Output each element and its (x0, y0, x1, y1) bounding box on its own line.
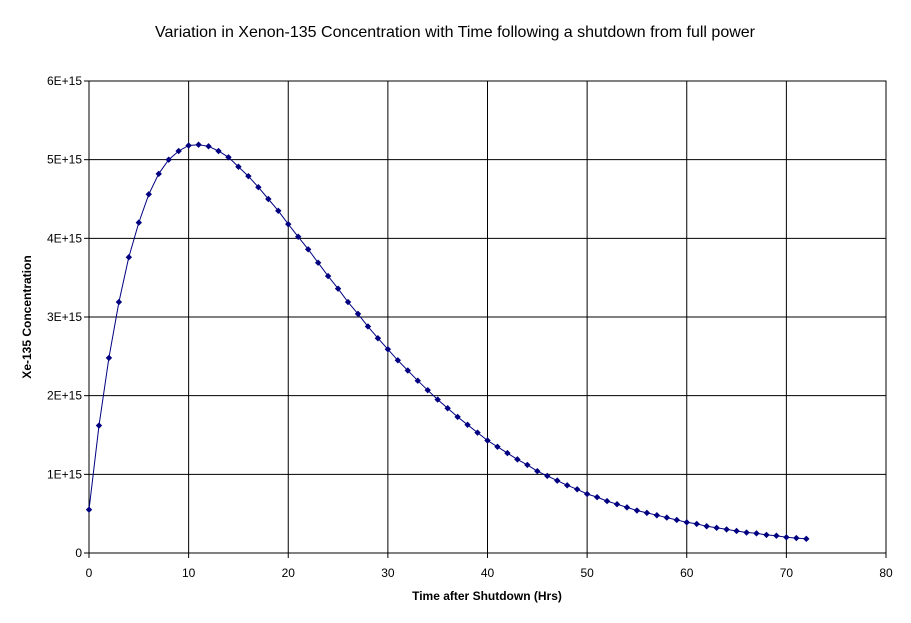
data-point (593, 493, 601, 501)
x-tick-label: 50 (580, 566, 594, 580)
series (85, 141, 810, 543)
data-point (115, 298, 123, 306)
series-line (88, 144, 807, 540)
data-point (613, 501, 621, 508)
y-tick-label: 3E+15 (47, 310, 82, 324)
data-point (484, 437, 491, 444)
data-point (444, 405, 451, 412)
y-tick-label: 4E+15 (47, 231, 82, 245)
data-point (464, 421, 471, 428)
data-point (763, 531, 770, 539)
data-point (215, 147, 222, 155)
data-point (633, 507, 641, 514)
data-point (693, 520, 700, 528)
x-tick-label: 20 (282, 566, 296, 580)
y-tick-label: 5E+15 (47, 153, 82, 167)
data-point (514, 456, 521, 463)
y-axis-label: Xe-135 Concentration (20, 255, 34, 378)
data-point (653, 512, 661, 519)
data-point (334, 285, 342, 292)
data-point (354, 310, 362, 318)
x-tick-label: 10 (182, 566, 196, 580)
x-axis-ticks: 0 10 20 30 40 50 60 70 80 (86, 553, 893, 580)
data-point (583, 490, 591, 498)
data-point (544, 472, 551, 480)
data-point (683, 519, 690, 526)
data-point (285, 220, 292, 228)
data-point (304, 246, 312, 253)
data-point (165, 156, 172, 163)
x-axis-label: Time after Shutdown (Hrs) (412, 589, 562, 603)
data-point (155, 170, 162, 178)
data-point (414, 377, 421, 384)
data-point (534, 467, 541, 475)
data-point (733, 527, 740, 535)
data-point (145, 191, 152, 198)
data-point (494, 443, 501, 450)
data-point (374, 335, 382, 342)
data-point (135, 219, 143, 226)
x-tick-label: 30 (381, 566, 395, 580)
data-point (783, 534, 790, 541)
data-point (185, 142, 192, 149)
x-tick-label: 70 (780, 566, 794, 580)
data-point (773, 532, 780, 539)
data-point (275, 207, 282, 214)
x-tick-label: 0 (86, 566, 93, 580)
x-tick-label: 80 (879, 566, 893, 580)
gridlines (88, 80, 887, 554)
data-point (573, 486, 581, 493)
data-point (205, 143, 212, 150)
data-point (175, 147, 182, 155)
data-point (743, 529, 750, 536)
x-tick-label: 40 (481, 566, 495, 580)
data-point (125, 254, 133, 261)
x-tick-label: 60 (680, 566, 694, 580)
y-axis-ticks: 0 1E+15 2E+15 3E+15 4E+15 5E+15 6E+15 (47, 74, 89, 560)
data-point (245, 172, 252, 180)
data-point (195, 141, 202, 148)
data-point (713, 524, 720, 532)
data-point (603, 497, 611, 505)
data-point (454, 413, 461, 421)
data-point (235, 163, 242, 170)
data-point (364, 323, 372, 330)
chart-title: Variation in Xenon-135 Concentration wit… (155, 24, 756, 41)
data-point (524, 461, 531, 469)
data-point (623, 504, 631, 511)
data-point (85, 506, 93, 513)
data-point (295, 233, 302, 240)
data-point (793, 534, 800, 542)
data-point (424, 386, 431, 394)
data-point (324, 272, 332, 280)
data-point (673, 516, 680, 524)
data-point (474, 429, 481, 436)
data-point (384, 346, 392, 353)
data-point (723, 526, 730, 533)
data-point (703, 523, 710, 530)
data-point (265, 195, 272, 203)
y-tick-label: 6E+15 (47, 74, 82, 88)
data-point (434, 396, 441, 403)
data-point (404, 367, 411, 374)
data-point (344, 298, 352, 306)
data-point (564, 482, 571, 489)
y-tick-label: 2E+15 (47, 389, 82, 403)
data-point (504, 449, 511, 457)
y-tick-label: 1E+15 (47, 467, 82, 481)
data-point (663, 514, 671, 521)
data-point (95, 422, 103, 429)
data-point (753, 530, 760, 537)
data-point (394, 357, 402, 364)
data-point (105, 354, 113, 362)
data-point (643, 509, 651, 517)
y-tick-label: 0 (75, 546, 82, 560)
data-point (554, 477, 561, 484)
data-point (803, 535, 810, 543)
data-point (314, 259, 322, 266)
data-point (255, 184, 262, 191)
data-point (225, 154, 232, 161)
